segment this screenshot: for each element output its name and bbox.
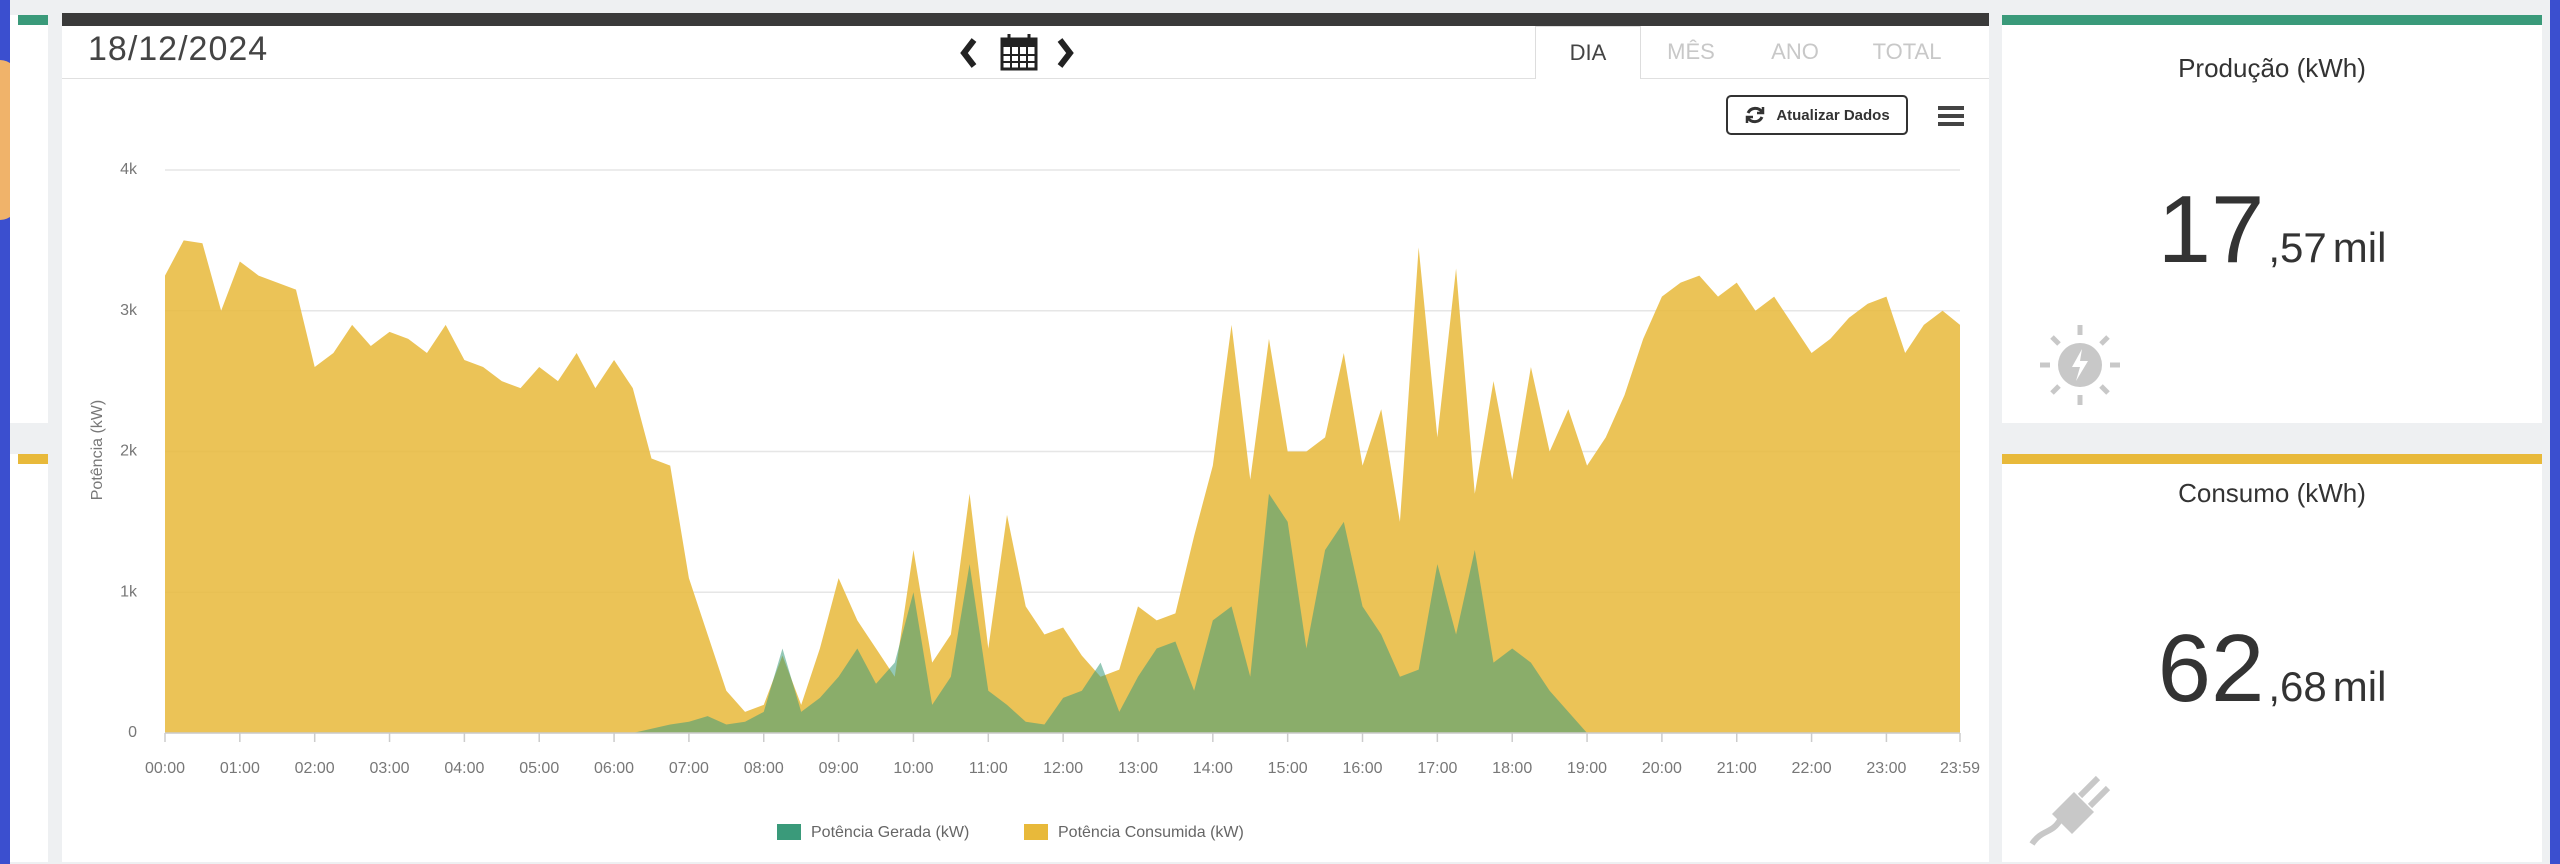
x-tick-label: 07:00: [669, 760, 709, 777]
y-tick-label: 0: [128, 724, 137, 741]
stub-bar: [18, 454, 48, 464]
value-unit: mil: [2332, 663, 2387, 710]
card-value: 62,68 mil: [2002, 614, 2542, 724]
card-title: Consumo (kWh): [2178, 478, 2366, 508]
tab[interactable]: TOTAL: [1872, 39, 1942, 64]
frame-left: [0, 0, 10, 864]
stub-card: [10, 454, 48, 862]
value-fraction: ,68: [2268, 663, 2327, 710]
x-tick-label: 09:00: [819, 760, 859, 777]
stub-bar: [18, 15, 48, 25]
y-tick-label: 1k: [120, 583, 138, 600]
x-tick-label: 08:00: [744, 760, 784, 777]
area: [165, 493, 1960, 733]
y-axis-title: Potência (kW): [89, 400, 106, 500]
legend-label: Potência Gerada (kW): [811, 824, 969, 841]
x-tick-label: 15:00: [1268, 760, 1308, 777]
value-integer: 62: [2157, 615, 2265, 722]
panel-top-bar: [62, 13, 1989, 26]
tab[interactable]: MÊS: [1667, 39, 1715, 64]
plug-icon: [2029, 775, 2111, 846]
tab[interactable]: ANO: [1771, 39, 1819, 64]
x-tick-label: 23:00: [1866, 760, 1906, 777]
x-tick-label: 05:00: [519, 760, 559, 777]
y-tick-label: 2k: [120, 443, 138, 460]
x-tick-label: 21:00: [1717, 760, 1757, 777]
menu-icon[interactable]: [1936, 104, 1966, 128]
x-tick-label: 20:00: [1642, 760, 1682, 777]
card-value: 17,57 mil: [2002, 175, 2542, 285]
y-tick-label: 4k: [120, 161, 138, 178]
x-tick-label: 03:00: [370, 760, 410, 777]
legend-label: Potência Consumida (kW): [1058, 824, 1244, 841]
consumption-card: Consumo (kWh) 62,68 mil: [2002, 454, 2542, 862]
x-tick-label: 13:00: [1118, 760, 1158, 777]
x-tick-label: 14:00: [1193, 760, 1233, 777]
frame-right: [2550, 0, 2560, 864]
value-fraction: ,57: [2268, 224, 2327, 271]
header-divider: [62, 78, 1989, 79]
refresh-label: Atualizar Dados: [1776, 106, 1890, 124]
refresh-button[interactable]: Atualizar Dados: [1726, 95, 1908, 135]
x-tick-label: 11:00: [969, 760, 1008, 777]
x-tick-label: 00:00: [145, 760, 185, 777]
y-tick-label: 3k: [120, 302, 138, 319]
production-card: Produção (kWh) 17,57 mil: [2002, 15, 2542, 423]
refresh-icon: [1746, 106, 1765, 124]
x-tick-label: 22:00: [1792, 760, 1832, 777]
x-tick-label: 04:00: [444, 760, 484, 777]
x-tick-label: 02:00: [295, 760, 335, 777]
next-arrow[interactable]: [1057, 38, 1074, 68]
x-tick-label: 18:00: [1492, 760, 1532, 777]
legend-swatch: [1024, 824, 1048, 840]
sun-icon: [2040, 325, 2120, 405]
x-tick-label: 12:00: [1043, 760, 1083, 777]
x-tick-label: 23:59: [1940, 760, 1980, 777]
prev-arrow[interactable]: [960, 38, 977, 68]
x-tick-label: 10:00: [893, 760, 933, 777]
stub-card: [10, 15, 48, 423]
x-tick-label: 01:00: [220, 760, 260, 777]
x-tick-label: 16:00: [1342, 760, 1382, 777]
x-tick-label: 17:00: [1417, 760, 1457, 777]
calendar-icon[interactable]: [1000, 34, 1038, 71]
card-title: Produção (kWh): [2178, 53, 2366, 83]
x-tick-label: 19:00: [1567, 760, 1607, 777]
value-integer: 17: [2157, 176, 2265, 283]
card-bar: [2002, 454, 2542, 464]
date-nav[interactable]: [960, 30, 1080, 76]
date: 18/12/2024: [88, 30, 269, 68]
x-tick-label: 06:00: [594, 760, 634, 777]
area: [165, 240, 1960, 733]
legend-swatch: [777, 824, 801, 840]
card-bar: [2002, 15, 2542, 25]
value-unit: mil: [2332, 224, 2387, 271]
tab[interactable]: DIA: [1535, 26, 1641, 79]
